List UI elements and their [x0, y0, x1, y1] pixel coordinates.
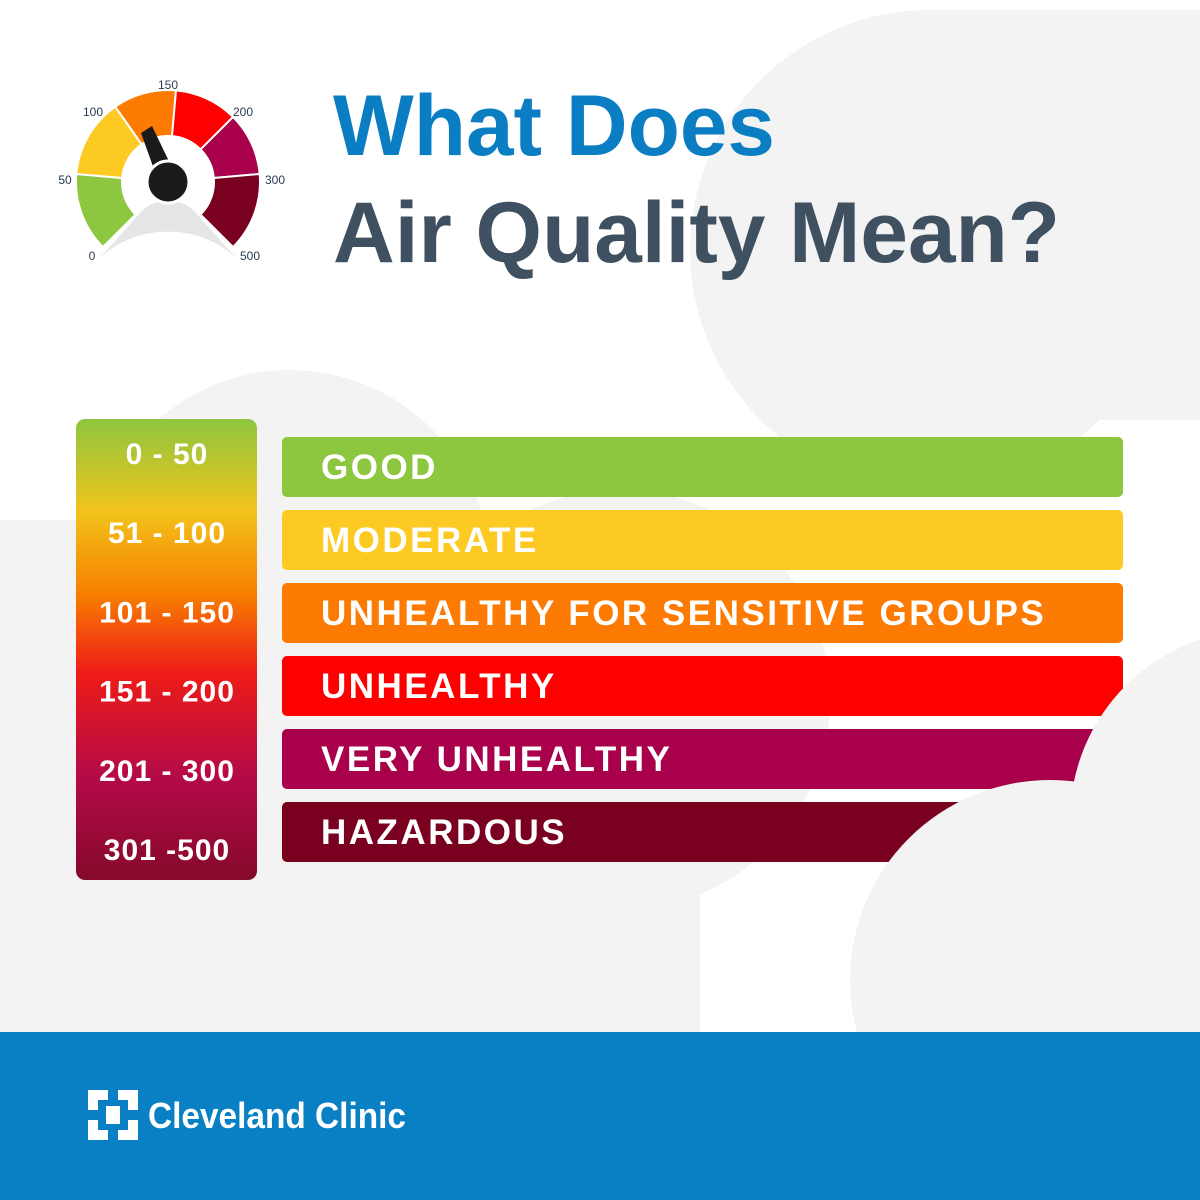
category-label: HAZARDOUS: [321, 813, 567, 852]
gauge: 0 50 100 150 200 300 500: [58, 78, 285, 263]
range-label: 301 -500: [104, 834, 230, 867]
logo-icon: [88, 1090, 138, 1140]
category-label: GOOD: [321, 448, 438, 487]
range-label: 51 - 100: [108, 517, 226, 550]
range-label: 0 - 50: [126, 438, 209, 471]
range-label: 151 - 200: [99, 676, 235, 709]
footer-band: [0, 1032, 1200, 1200]
category-bar: [282, 583, 1123, 643]
range-label: 201 - 300: [99, 755, 235, 788]
gauge-segment: [199, 172, 261, 249]
gauge-label: 100: [83, 105, 103, 119]
category-bar: [282, 729, 1123, 789]
gauge-label: 0: [89, 249, 96, 263]
range-gradient: [76, 419, 257, 880]
category-label: UNHEALTHY: [321, 667, 557, 706]
range-label: 101 - 150: [99, 596, 235, 629]
category-bar: [282, 437, 1123, 497]
gauge-label: 500: [240, 249, 260, 263]
gauge-label: 200: [233, 105, 253, 119]
ranges: 0 - 50 51 - 100 101 - 150 151 - 200 201 - 30…: [99, 438, 235, 867]
gauge-label: 150: [158, 78, 178, 92]
category-label: VERY UNHEALTHY: [321, 740, 672, 779]
category-bar: [282, 510, 1123, 570]
gauge-hub: [145, 159, 191, 205]
brand: Cleveland Clinic: [148, 1095, 406, 1136]
title-line-1: What Does: [333, 78, 775, 174]
gauge-ring: [99, 200, 237, 258]
gauge-label: 300: [265, 173, 285, 187]
category-label: UNHEALTHY FOR SENSITIVE GROUPS: [321, 594, 1046, 633]
title-line-2: Air Quality Mean?: [333, 185, 1060, 281]
gauge-label: 50: [58, 173, 72, 187]
category-bar: [282, 656, 1123, 716]
category-label: MODERATE: [321, 521, 539, 560]
